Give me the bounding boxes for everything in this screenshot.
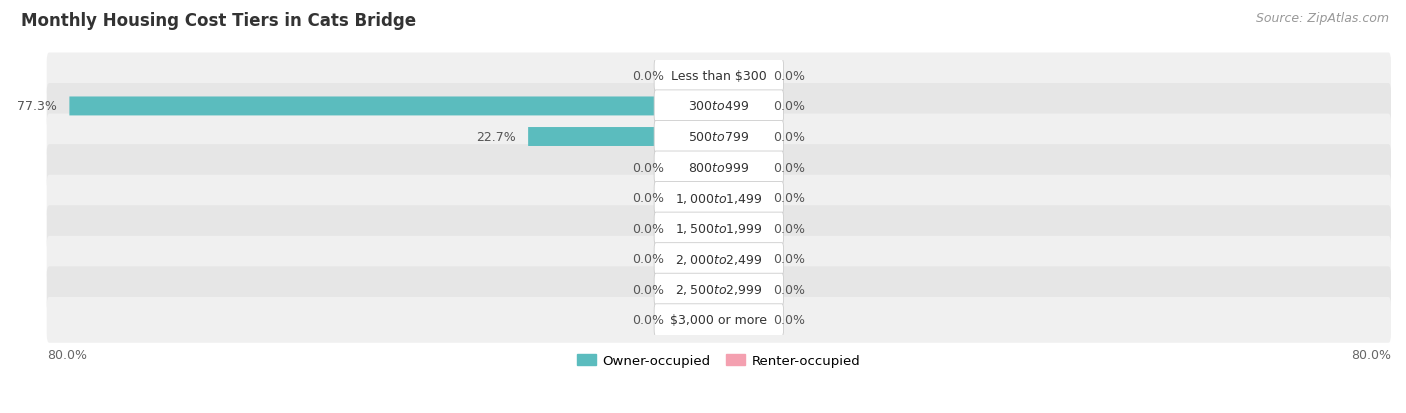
- FancyBboxPatch shape: [46, 53, 1391, 99]
- Text: $800 to $999: $800 to $999: [688, 161, 749, 174]
- Text: Less than $300: Less than $300: [671, 70, 766, 83]
- FancyBboxPatch shape: [676, 311, 718, 330]
- FancyBboxPatch shape: [676, 249, 718, 268]
- FancyBboxPatch shape: [654, 243, 783, 275]
- Text: 0.0%: 0.0%: [773, 100, 806, 113]
- FancyBboxPatch shape: [69, 97, 718, 116]
- FancyBboxPatch shape: [676, 219, 718, 238]
- FancyBboxPatch shape: [718, 219, 761, 238]
- Text: 0.0%: 0.0%: [633, 313, 664, 327]
- Text: $500 to $799: $500 to $799: [688, 131, 749, 144]
- Text: $1,500 to $1,999: $1,500 to $1,999: [675, 222, 762, 235]
- Text: $2,500 to $2,999: $2,500 to $2,999: [675, 282, 762, 297]
- FancyBboxPatch shape: [46, 267, 1391, 313]
- FancyBboxPatch shape: [718, 67, 761, 85]
- FancyBboxPatch shape: [654, 182, 783, 214]
- FancyBboxPatch shape: [654, 152, 783, 184]
- Text: $2,000 to $2,499: $2,000 to $2,499: [675, 252, 762, 266]
- FancyBboxPatch shape: [654, 121, 783, 153]
- FancyBboxPatch shape: [46, 206, 1391, 252]
- Text: 77.3%: 77.3%: [17, 100, 56, 113]
- FancyBboxPatch shape: [46, 175, 1391, 221]
- FancyBboxPatch shape: [46, 114, 1391, 160]
- Text: Monthly Housing Cost Tiers in Cats Bridge: Monthly Housing Cost Tiers in Cats Bridg…: [21, 12, 416, 30]
- FancyBboxPatch shape: [654, 60, 783, 92]
- FancyBboxPatch shape: [46, 297, 1391, 343]
- FancyBboxPatch shape: [718, 280, 761, 299]
- Text: $3,000 or more: $3,000 or more: [671, 313, 768, 327]
- FancyBboxPatch shape: [654, 91, 783, 123]
- FancyBboxPatch shape: [46, 236, 1391, 282]
- Text: 0.0%: 0.0%: [633, 253, 664, 266]
- FancyBboxPatch shape: [654, 304, 783, 336]
- FancyBboxPatch shape: [718, 158, 761, 177]
- Text: 0.0%: 0.0%: [633, 192, 664, 204]
- Text: 0.0%: 0.0%: [773, 192, 806, 204]
- Text: 0.0%: 0.0%: [633, 161, 664, 174]
- FancyBboxPatch shape: [676, 280, 718, 299]
- Text: Source: ZipAtlas.com: Source: ZipAtlas.com: [1256, 12, 1389, 25]
- Text: 0.0%: 0.0%: [773, 313, 806, 327]
- Text: 0.0%: 0.0%: [773, 70, 806, 83]
- FancyBboxPatch shape: [46, 145, 1391, 190]
- FancyBboxPatch shape: [529, 128, 718, 147]
- Text: 0.0%: 0.0%: [773, 253, 806, 266]
- Legend: Owner-occupied, Renter-occupied: Owner-occupied, Renter-occupied: [578, 354, 860, 367]
- FancyBboxPatch shape: [718, 97, 761, 116]
- FancyBboxPatch shape: [718, 189, 761, 208]
- Text: 22.7%: 22.7%: [475, 131, 516, 144]
- Text: $1,000 to $1,499: $1,000 to $1,499: [675, 191, 762, 205]
- Text: 0.0%: 0.0%: [633, 283, 664, 296]
- FancyBboxPatch shape: [676, 67, 718, 85]
- FancyBboxPatch shape: [718, 249, 761, 268]
- FancyBboxPatch shape: [46, 84, 1391, 130]
- Text: 0.0%: 0.0%: [773, 161, 806, 174]
- Text: $300 to $499: $300 to $499: [688, 100, 749, 113]
- Text: 80.0%: 80.0%: [1351, 348, 1391, 361]
- FancyBboxPatch shape: [676, 189, 718, 208]
- Text: 0.0%: 0.0%: [773, 222, 806, 235]
- Text: 80.0%: 80.0%: [46, 348, 87, 361]
- FancyBboxPatch shape: [718, 128, 761, 147]
- FancyBboxPatch shape: [676, 158, 718, 177]
- Text: 0.0%: 0.0%: [633, 222, 664, 235]
- FancyBboxPatch shape: [718, 311, 761, 330]
- Text: 0.0%: 0.0%: [633, 70, 664, 83]
- Text: 0.0%: 0.0%: [773, 131, 806, 144]
- FancyBboxPatch shape: [654, 273, 783, 306]
- FancyBboxPatch shape: [654, 213, 783, 244]
- Text: 0.0%: 0.0%: [773, 283, 806, 296]
